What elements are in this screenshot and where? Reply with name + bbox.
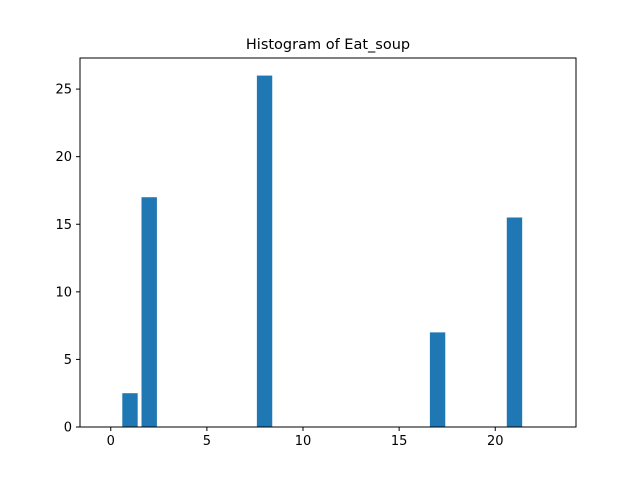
x-tick-label: 5 (203, 434, 211, 449)
y-tick-label: 10 (55, 285, 72, 300)
y-axis: 0 5 10 15 20 25 (55, 83, 80, 436)
y-tick-label: 25 (55, 83, 72, 98)
bar-8 (256, 75, 273, 428)
bar-1 (122, 393, 138, 427)
bar-group (122, 75, 523, 428)
x-tick-label: 10 (295, 434, 312, 449)
y-tick-label: 15 (55, 218, 72, 233)
x-tick-label: 0 (107, 434, 115, 449)
x-tick-label: 20 (487, 434, 504, 449)
chart-title: Histogram of Eat_soup (246, 37, 410, 53)
bar-2 (141, 197, 157, 427)
bar-21 (506, 217, 523, 427)
y-tick-label: 5 (64, 353, 72, 368)
x-tick-label: 15 (391, 434, 408, 449)
y-tick-label: 20 (55, 150, 72, 165)
y-tick-label: 0 (64, 421, 72, 436)
bar-17 (429, 332, 446, 427)
plot-frame (79, 57, 577, 428)
x-axis: 0 5 10 15 20 (107, 427, 504, 449)
